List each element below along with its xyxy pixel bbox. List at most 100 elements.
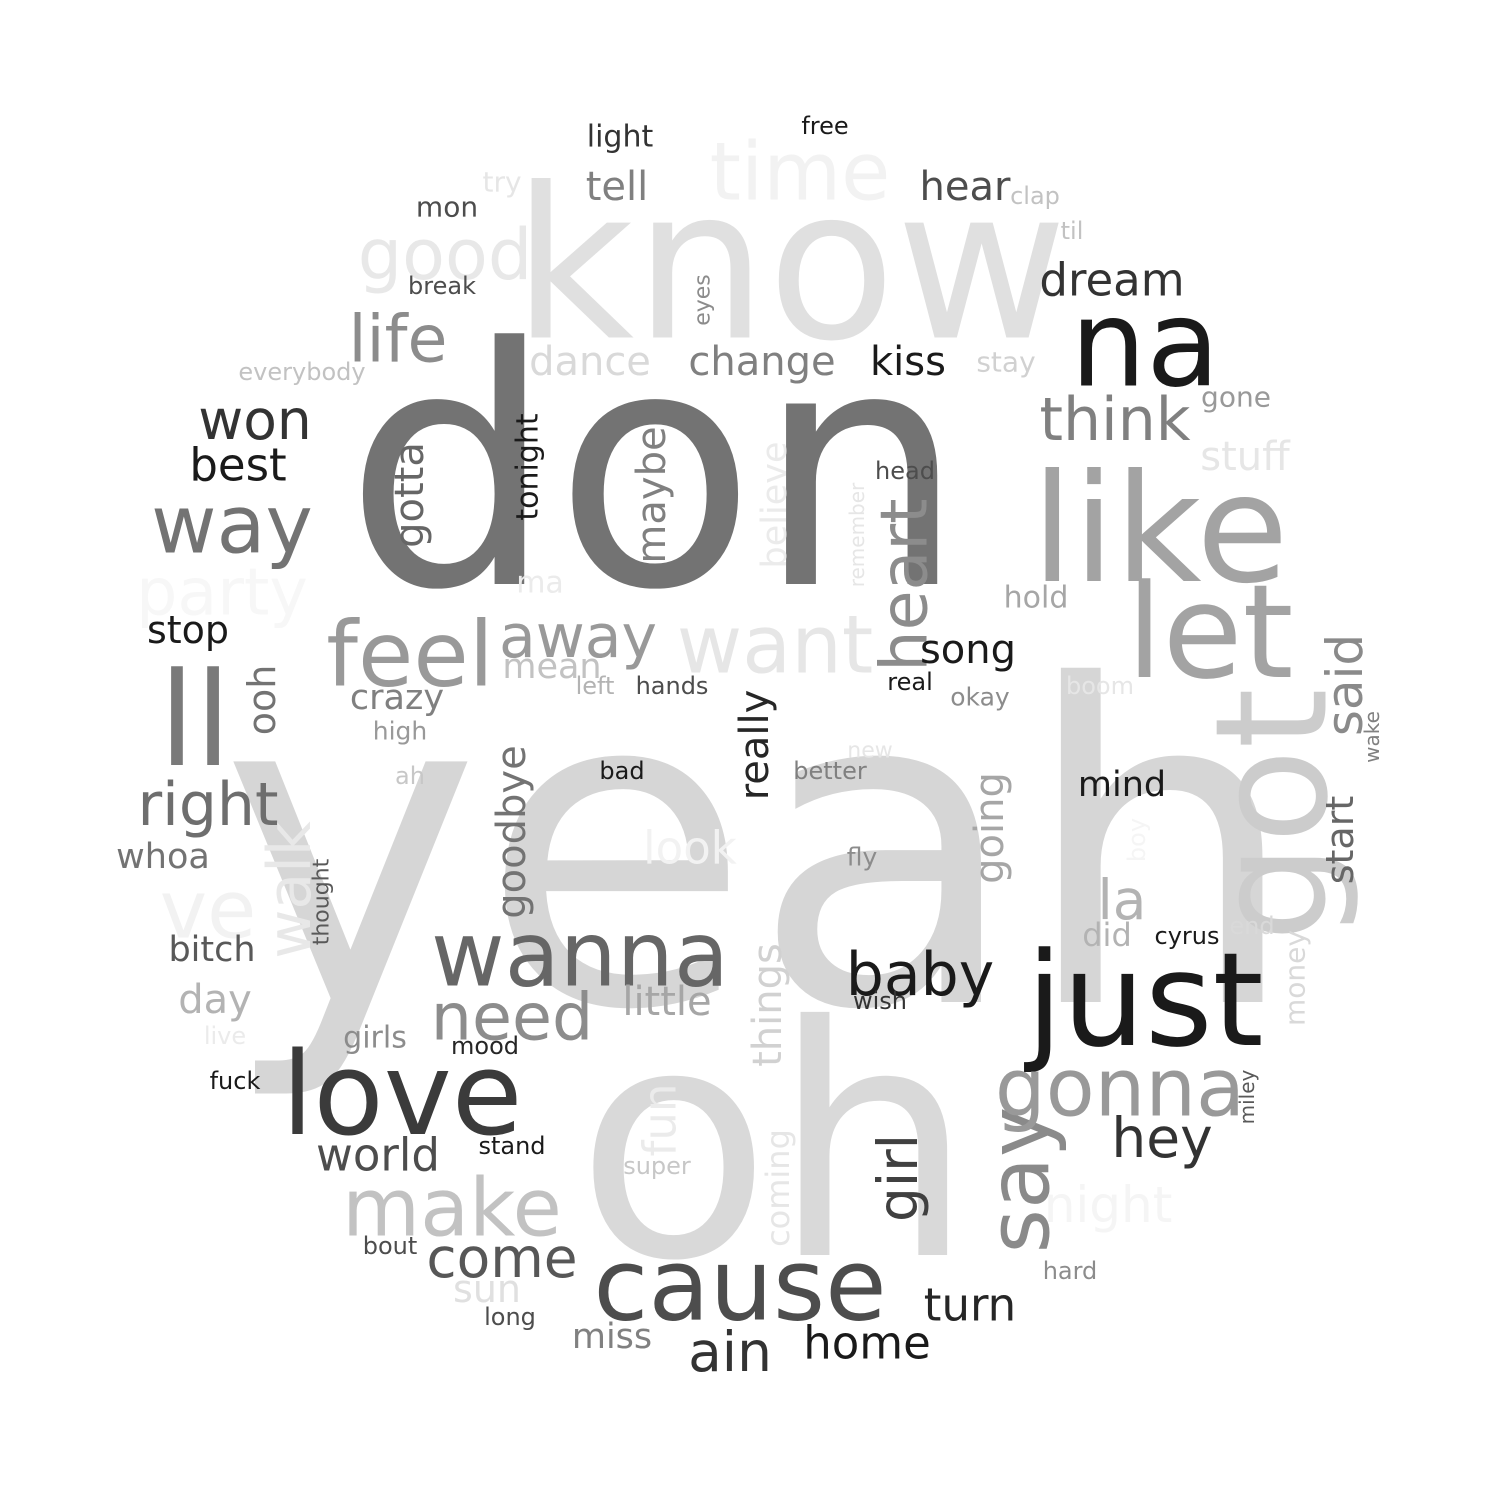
word-ooh: ooh <box>240 665 284 736</box>
word-gonna: gonna <box>995 1042 1245 1135</box>
word-la: la <box>1098 868 1147 932</box>
word-girl: girl <box>866 1134 930 1222</box>
word-long: long <box>484 1303 536 1331</box>
word-light: light <box>587 120 654 155</box>
word-mean: mean <box>502 647 601 687</box>
word-love: love <box>281 1028 522 1162</box>
word-did: did <box>1082 916 1132 954</box>
word-try: try <box>482 166 521 199</box>
word-girls: girls <box>343 1021 407 1056</box>
word-really: really <box>732 690 778 801</box>
word-oh: oh <box>576 959 975 1331</box>
word-better: better <box>793 757 867 785</box>
word-hold: hold <box>1004 581 1069 616</box>
word-money: money <box>1279 930 1312 1026</box>
word-ve: ve <box>160 864 257 957</box>
word-na: na <box>1070 276 1220 415</box>
word-look: look <box>643 822 737 875</box>
word-remember: remember <box>845 482 869 587</box>
word-hands: hands <box>636 672 709 700</box>
word-ah: ah <box>395 762 425 790</box>
word-mood: mood <box>451 1032 519 1060</box>
word-make: make <box>342 1162 562 1255</box>
word-stay: stay <box>976 346 1035 379</box>
word-whoa: whoa <box>116 837 210 877</box>
word-okay: okay <box>950 683 1010 712</box>
word-bout: bout <box>363 1232 418 1260</box>
word-believe: believe <box>755 442 795 569</box>
word-bitch: bitch <box>168 930 255 970</box>
word-say: say <box>971 1107 1070 1254</box>
word-want: want <box>677 599 874 692</box>
word-turn: turn <box>924 1279 1016 1332</box>
word-said: said <box>1316 634 1374 736</box>
word-got: got <box>1182 688 1363 942</box>
word-baby: baby <box>846 940 994 1010</box>
word-left: left <box>576 672 615 700</box>
word-home: home <box>803 1317 931 1370</box>
word-know: know <box>513 143 1068 388</box>
word-tonight: tonight <box>511 413 546 521</box>
word-going: going <box>967 772 1013 884</box>
word-good: good <box>358 214 533 296</box>
word-don: don <box>345 278 966 662</box>
word-wanna: wanna <box>431 903 729 1008</box>
word-til: til <box>1061 217 1084 245</box>
word-boom: boom <box>1066 672 1134 700</box>
word-like: like <box>1031 443 1288 617</box>
word-live: live <box>204 1022 246 1050</box>
word-miss: miss <box>572 1317 652 1357</box>
word-stand: stand <box>478 1132 545 1160</box>
word-need: need <box>431 981 593 1056</box>
word-start: start <box>1318 796 1362 885</box>
word-head: head <box>875 457 935 485</box>
word-best: best <box>189 439 286 492</box>
word-fly: fly <box>847 843 878 872</box>
word-coming: coming <box>759 1129 797 1247</box>
word-mind: mind <box>1078 765 1166 805</box>
word-maybe: maybe <box>629 426 675 563</box>
word-hear: hear <box>920 164 1011 210</box>
word-song: song <box>920 627 1016 673</box>
word-party: party <box>136 556 308 631</box>
word-sun: sun <box>453 1267 521 1311</box>
word-new: new <box>847 739 892 764</box>
word-stuff: stuff <box>1200 434 1291 480</box>
word-end: end <box>1229 912 1274 940</box>
word-feel: feel <box>326 603 493 708</box>
word-mon: mon <box>416 191 478 224</box>
word-ma: ma <box>516 566 564 601</box>
word-high: high <box>373 717 428 746</box>
word-walk: walk <box>255 821 325 959</box>
word-everybody: everybody <box>238 358 365 386</box>
word-dream: dream <box>1039 254 1184 307</box>
word-super: super <box>623 1152 691 1180</box>
word-just: just <box>1023 924 1263 1076</box>
word-wake: wake <box>1360 711 1384 763</box>
word-heart: heart <box>868 498 943 671</box>
word-little: little <box>622 979 711 1025</box>
word-time: time <box>710 126 891 219</box>
word-think: think <box>1040 385 1191 455</box>
word-eyes: eyes <box>691 274 716 326</box>
word-night: night <box>1044 1176 1173 1234</box>
word-stop: stop <box>147 608 229 652</box>
word-change: change <box>688 339 835 385</box>
word-world: world <box>316 1129 440 1182</box>
word-ll: ll <box>159 644 231 796</box>
word-let: let <box>1126 556 1293 708</box>
word-bad: bad <box>599 757 644 785</box>
word-boy: boy <box>1123 818 1151 862</box>
word-hey: hey <box>1111 1106 1212 1170</box>
word-goodbye: goodbye <box>489 745 535 918</box>
word-gone: gone <box>1201 381 1271 414</box>
word-real: real <box>887 668 932 696</box>
word-break: break <box>408 272 476 300</box>
word-cause: cause <box>593 1227 886 1344</box>
word-things: things <box>745 943 791 1067</box>
word-wish: wish <box>853 987 907 1015</box>
word-cyrus: cyrus <box>1155 922 1220 950</box>
word-tell: tell <box>586 164 649 210</box>
word-come: come <box>426 1226 577 1290</box>
